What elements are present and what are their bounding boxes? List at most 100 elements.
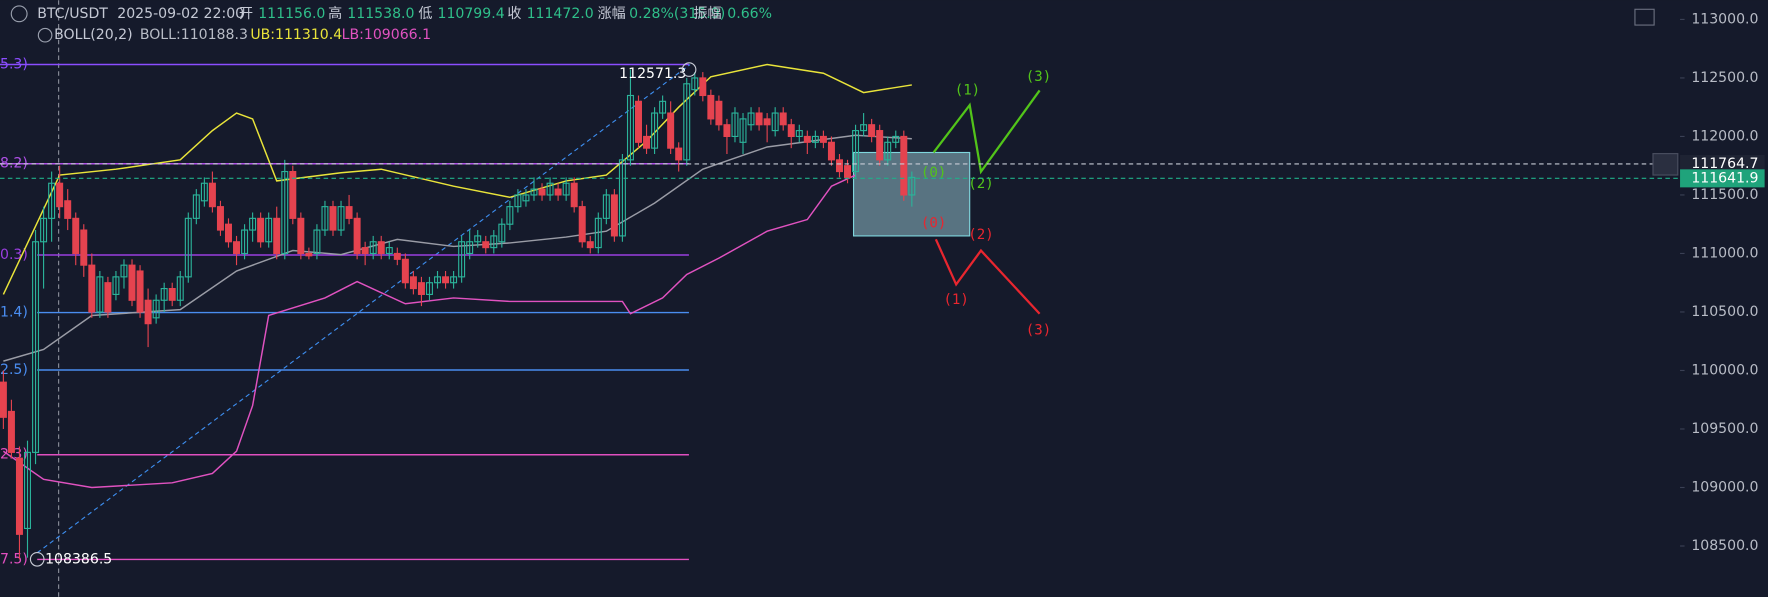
candle-body [651,112,659,149]
wave-label: (3) [1026,69,1051,85]
candle-body [417,282,425,295]
candle-body [80,229,88,266]
symbol: BTC/USDT [37,6,108,22]
candle-body [257,217,265,243]
candle-body [305,252,313,257]
candle-body [755,112,763,126]
candle-body [152,299,160,319]
candle-body [715,100,723,126]
level-label: 7.5) [0,551,28,567]
candle-body [241,229,249,255]
indicator: BOLL(20,2) [54,27,133,43]
candle-body [490,235,498,249]
y-tick-label: 112000.0 [1691,128,1758,144]
wave-label: (3) [1026,323,1051,339]
candle-body [844,165,852,178]
candle-body [739,118,747,143]
candle-body [32,241,40,453]
candle-body [88,264,96,313]
candle-body [811,135,819,143]
candle-body [731,112,739,138]
candle-body [15,457,23,535]
candle-body [233,241,241,255]
candle-body [884,141,892,161]
candle-body [643,135,651,149]
y-tick-label: 109000.0 [1691,479,1758,495]
candle-body [466,241,474,255]
label: 振幅 [693,6,721,22]
header: BTC/USDT 2025-09-02 22:00 开 111156.0 高 1… [10,5,1655,43]
candle-body [723,124,731,138]
bear-wave [934,238,1041,315]
candle-body [136,270,144,313]
candle-body [610,194,618,237]
y-tick-label: 108500.0 [1691,538,1758,554]
candle-body [691,77,699,91]
candle-body [763,118,771,126]
candle-body [442,276,450,284]
level-label: 5.3) [0,56,28,72]
candle-body [554,188,562,196]
candle-body [474,235,482,243]
trend-line [36,64,691,554]
candle-body [385,247,393,255]
y-tick-label: 110500.0 [1691,304,1758,320]
candle-body [514,194,522,208]
candle-body [313,229,321,255]
candle-body [570,182,578,208]
candle-body [393,252,401,260]
y-tick-label: 111000.0 [1691,245,1758,261]
value: 111538.0 [347,6,414,22]
candle-body [40,217,48,243]
candle-body [104,282,112,313]
high-marker [681,62,697,77]
candle-body [835,159,843,173]
candle-body [868,124,876,138]
candle-body [425,282,433,295]
candle-body [48,182,56,219]
candle-body [852,130,860,173]
value: 111472.0 [527,6,594,22]
y-tick-label: 110000.0 [1691,362,1758,378]
candle-body [635,100,642,143]
candle-body [337,206,345,231]
level-label: 8.2) [0,156,28,172]
y-tick-label: 111500.0 [1691,187,1758,203]
candle-body [450,276,458,284]
wave-label: (0) [921,165,946,181]
candle-body [369,241,377,255]
candle-body [562,182,570,196]
add-button[interactable] [1652,153,1679,176]
candle-body [64,200,72,219]
candle-body [522,194,530,202]
candle-body [176,276,184,301]
candle-body [289,170,297,219]
candle-body [216,206,224,231]
candle-body [200,182,208,202]
candle-body [168,288,176,301]
candle-body [594,217,602,249]
level-label: 2.5) [0,362,28,378]
candle-body [345,206,353,219]
candle-body [747,112,755,126]
candle-body [409,276,417,290]
price-tag-label: 111764.7 [1691,156,1758,172]
wave-label: (2) [968,176,993,192]
boll-lb: LB:109066.1 [342,27,431,43]
boll-line [2,63,912,295]
candle-body [0,381,7,418]
candle-body [361,247,369,255]
low-label: 108386.5 [45,551,112,567]
fullscreen-button[interactable] [1634,8,1655,26]
candle-body [506,206,514,225]
candle-body [779,112,787,126]
candle-body [265,217,273,243]
candle-body [458,241,466,278]
candle-body [787,124,795,138]
price-tag [1680,169,1765,188]
time: 2025-09-02 22:00 [117,6,244,22]
candle-body [96,276,104,313]
candle-body [273,217,281,255]
candle-body [249,217,257,231]
